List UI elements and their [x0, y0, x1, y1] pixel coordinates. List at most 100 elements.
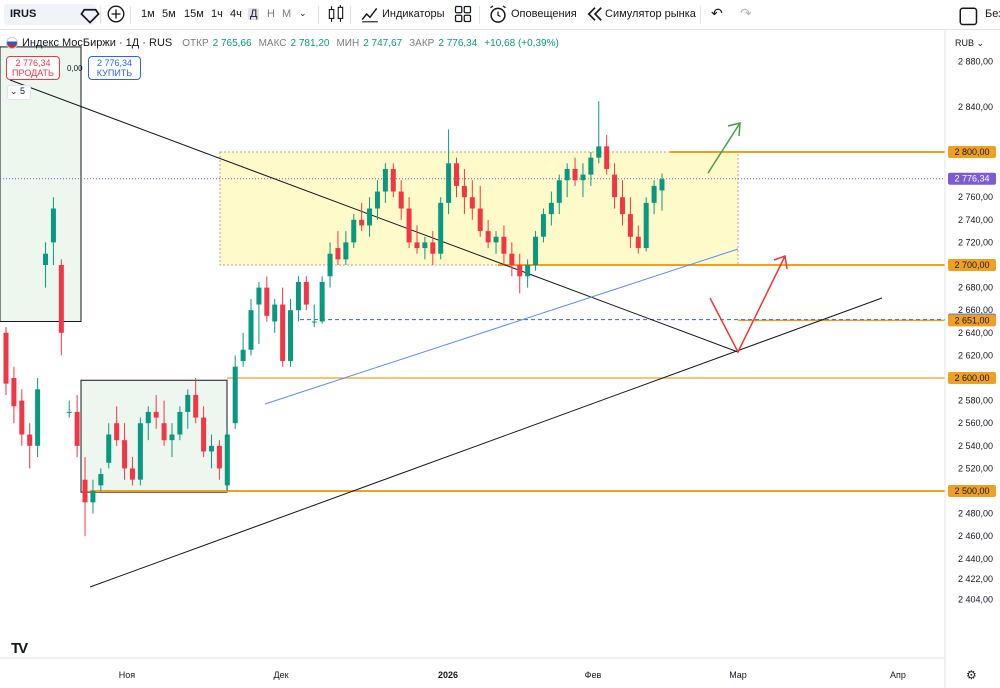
redo-icon[interactable]: ↷ — [740, 5, 752, 21]
candle-body — [311, 321, 317, 323]
y-tick-label: 2 620,00 — [958, 350, 993, 360]
candle-body — [659, 179, 665, 191]
candle — [169, 423, 175, 458]
legend-open-label: ОТКР — [182, 37, 209, 49]
candle-body — [564, 168, 570, 181]
candle — [264, 276, 270, 322]
candle-body — [588, 157, 594, 175]
diamond-icon[interactable] — [80, 4, 100, 24]
candle — [122, 423, 128, 480]
candle — [477, 185, 483, 237]
sell-button[interactable]: 2 776,34 ПРОДАТЬ — [6, 56, 60, 80]
candle — [3, 327, 9, 395]
price-badge: 2 700,00 — [948, 259, 996, 271]
indicators-button[interactable]: Индикаторы — [382, 8, 445, 20]
interval-1m[interactable]: 1м — [141, 8, 155, 20]
y-tick-label: 2 540,00 — [958, 441, 993, 451]
candle — [501, 225, 507, 265]
candle-body — [540, 214, 546, 237]
legend-close: 2 776,34 — [438, 37, 478, 49]
candle-body — [82, 479, 88, 503]
chevron-down-icon[interactable]: ⌄ — [299, 8, 307, 18]
templates-icon[interactable] — [453, 4, 473, 24]
candle-body — [58, 265, 64, 333]
candle-body — [106, 434, 112, 463]
candle — [398, 180, 404, 220]
y-tick-label: 2 740,00 — [958, 215, 993, 225]
interval-month[interactable]: М — [282, 8, 292, 20]
price-chart[interactable]: 2 880,00 2 840,00 2 800,00 2 760,00 2 740,00… — [0, 30, 1000, 688]
candle-body — [216, 445, 222, 469]
candle-body — [35, 389, 41, 446]
candle-body — [422, 242, 428, 249]
interval-5m[interactable]: 5м — [162, 8, 176, 20]
price-badge-label: 2 600,00 — [954, 373, 989, 383]
candle-body — [280, 304, 286, 362]
indicator-count: 5 — [20, 86, 26, 96]
candle-body — [548, 202, 554, 215]
legend-close-label: ЗАКР — [409, 37, 435, 49]
candle — [272, 298, 278, 333]
x-tick-label: Апр — [890, 670, 906, 680]
candle-body — [509, 253, 515, 265]
interval-1h[interactable]: 1ч — [211, 8, 223, 20]
checkbox-icon[interactable] — [959, 7, 979, 27]
indicators-icon[interactable] — [360, 4, 380, 24]
candle-body — [612, 174, 618, 198]
right-toolbar-label[interactable]: Без — [985, 8, 1000, 20]
x-tick-label: Фев — [585, 670, 602, 680]
add-compare-icon[interactable] — [106, 4, 126, 24]
candle — [540, 208, 546, 243]
candle-body — [27, 434, 33, 446]
interval-15m[interactable]: 15м — [184, 8, 204, 20]
candle — [280, 287, 286, 367]
candle — [454, 157, 460, 198]
candle — [153, 394, 159, 429]
legend-low-label: МИН — [336, 37, 360, 49]
y-tick-label: 2 480,00 — [958, 509, 993, 519]
price-badge-bg — [948, 172, 996, 185]
settings-gear-icon[interactable]: ⚙ — [966, 668, 977, 682]
price-badge: 2 600,00 — [948, 372, 996, 384]
candle — [533, 231, 539, 271]
candle-body — [556, 180, 562, 203]
candle — [422, 236, 428, 260]
alarm-icon[interactable] — [488, 4, 508, 24]
rewind-icon[interactable] — [585, 4, 605, 24]
undo-icon[interactable]: ↶ — [711, 5, 723, 21]
x-tick-label: Мар — [729, 670, 747, 680]
candles-icon[interactable] — [326, 4, 346, 24]
buy-button[interactable]: 2 776,34 КУПИТЬ — [88, 56, 141, 80]
candle-body — [485, 231, 491, 243]
candle — [232, 355, 238, 429]
price-badge-label: 2 651,00 — [954, 315, 989, 325]
candle-body — [580, 174, 586, 181]
candle — [193, 378, 199, 424]
price-badge: 2 800,00 — [948, 146, 996, 158]
candle — [295, 276, 301, 322]
y-tick-label: 2 840,00 — [958, 102, 993, 112]
candle-body — [319, 281, 325, 322]
candle-body — [438, 202, 444, 254]
candle-body — [98, 474, 104, 486]
candle-body — [185, 394, 191, 412]
legend-symbol-name[interactable]: Индекс МосБиржи · 1Д · RUS — [22, 37, 173, 49]
y-tick-label: 2 440,00 — [958, 554, 993, 564]
interval-day[interactable]: Д — [248, 8, 260, 20]
price-badge-bg — [948, 314, 996, 327]
alerts-button[interactable]: Оповещения — [511, 8, 577, 20]
candle-body — [50, 208, 56, 243]
collapse-indicators-button[interactable]: ⌄ 5 — [7, 85, 31, 100]
candle-body — [161, 423, 167, 441]
descending-trendline — [9, 79, 739, 353]
symbol-search[interactable]: IRUS — [4, 4, 96, 25]
candle-body — [153, 411, 159, 418]
y-tick-label: 2 560,00 — [958, 418, 993, 428]
interval-4h[interactable]: 4ч — [230, 8, 242, 20]
currency-selector[interactable]: RUB ⌄ — [955, 38, 984, 49]
candle-body — [137, 423, 143, 480]
y-tick-label: 2 880,00 — [958, 57, 993, 67]
interval-week[interactable]: Н — [267, 8, 275, 20]
candle-body — [493, 236, 499, 243]
replay-button[interactable]: Симулятор рынка — [605, 8, 696, 20]
